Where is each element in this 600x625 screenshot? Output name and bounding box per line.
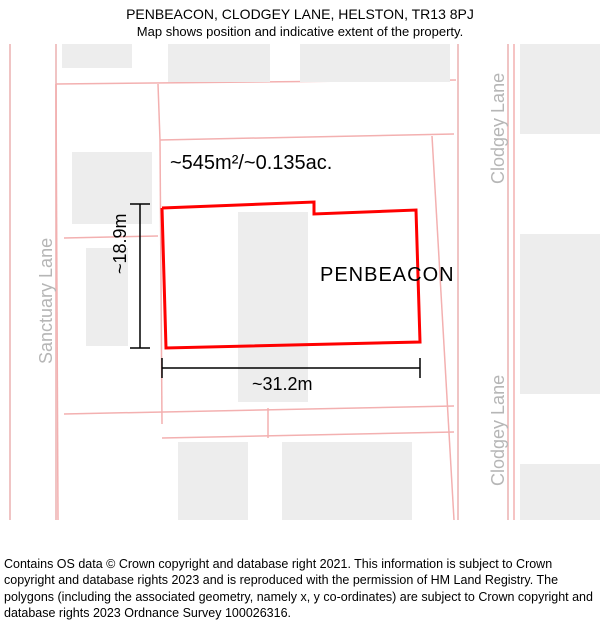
road-label-clodgey-top: Clodgey Lane: [488, 73, 509, 184]
copyright-footer: Contains OS data © Crown copyright and d…: [4, 556, 596, 621]
property-name-label: PENBEACON: [320, 264, 455, 287]
map-title: PENBEACON, CLODGEY LANE, HELSTON, TR13 8…: [0, 6, 600, 22]
road-label-clodgey-bottom: Clodgey Lane: [488, 375, 509, 486]
map-subtitle: Map shows position and indicative extent…: [0, 24, 600, 39]
road-label-sanctuary: Sanctuary Lane: [36, 238, 57, 364]
height-dimension-label: ~18.9m: [110, 213, 131, 274]
map-area: ~545m²/~0.135ac. PENBEACON ~31.2m ~18.9m…: [0, 44, 600, 520]
width-dimension-label: ~31.2m: [252, 374, 313, 395]
area-label: ~545m²/~0.135ac.: [170, 152, 332, 175]
map-svg: [0, 44, 600, 520]
page-container: PENBEACON, CLODGEY LANE, HELSTON, TR13 8…: [0, 0, 600, 625]
header: PENBEACON, CLODGEY LANE, HELSTON, TR13 8…: [0, 0, 600, 39]
